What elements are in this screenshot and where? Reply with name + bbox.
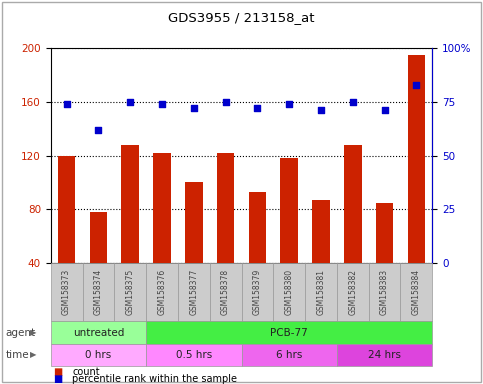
Bar: [58, 156, 75, 317]
Text: agent: agent: [6, 328, 36, 338]
Bar: [121, 145, 139, 317]
Text: GSM158380: GSM158380: [284, 269, 294, 315]
Text: ▶: ▶: [29, 328, 36, 337]
Text: GSM158383: GSM158383: [380, 269, 389, 315]
Text: 6 hrs: 6 hrs: [276, 350, 302, 360]
Text: PCB-77: PCB-77: [270, 328, 308, 338]
Text: ■: ■: [53, 374, 62, 384]
Bar: [185, 182, 202, 317]
Text: 0.5 hrs: 0.5 hrs: [176, 350, 212, 360]
Text: GSM158376: GSM158376: [157, 269, 167, 315]
Text: percentile rank within the sample: percentile rank within the sample: [72, 374, 238, 384]
Text: 24 hrs: 24 hrs: [368, 350, 401, 360]
Point: [63, 101, 71, 107]
Point: [158, 101, 166, 107]
Point: [381, 107, 388, 113]
Text: 0 hrs: 0 hrs: [85, 350, 112, 360]
Point: [127, 99, 134, 105]
Bar: [344, 145, 362, 317]
Text: GSM158373: GSM158373: [62, 269, 71, 315]
Point: [190, 105, 198, 111]
Point: [317, 107, 325, 113]
Text: GSM158384: GSM158384: [412, 269, 421, 315]
Bar: [281, 158, 298, 317]
Bar: [312, 200, 330, 317]
Bar: [376, 203, 393, 317]
Text: untreated: untreated: [73, 328, 124, 338]
Point: [95, 127, 102, 133]
Text: GSM158374: GSM158374: [94, 269, 103, 315]
Text: ■: ■: [53, 367, 62, 377]
Point: [254, 105, 261, 111]
Text: time: time: [6, 350, 29, 360]
Text: GSM158381: GSM158381: [316, 269, 326, 315]
Text: GSM158377: GSM158377: [189, 269, 199, 315]
Point: [285, 101, 293, 107]
Point: [349, 99, 356, 105]
Point: [412, 81, 420, 88]
Bar: [153, 153, 171, 317]
Bar: [249, 192, 266, 317]
Bar: [408, 55, 425, 317]
Text: count: count: [72, 367, 100, 377]
Bar: [90, 212, 107, 317]
Text: GSM158379: GSM158379: [253, 269, 262, 315]
Text: GSM158382: GSM158382: [348, 269, 357, 315]
Bar: [217, 153, 234, 317]
Text: GDS3955 / 213158_at: GDS3955 / 213158_at: [168, 11, 315, 24]
Text: GSM158378: GSM158378: [221, 269, 230, 315]
Point: [222, 99, 229, 105]
Text: ▶: ▶: [29, 351, 36, 359]
Text: GSM158375: GSM158375: [126, 269, 135, 315]
